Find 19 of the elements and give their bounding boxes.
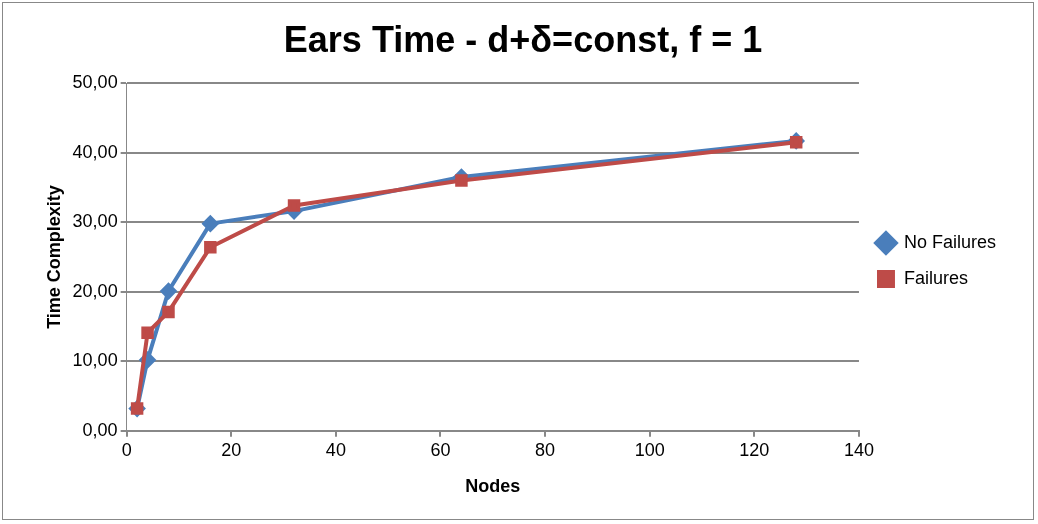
- x-tick-label: 0: [121, 439, 132, 460]
- x-tick-label: 20: [221, 439, 242, 460]
- x-axis-title: Nodes: [465, 476, 521, 497]
- chart-title: Ears Time - d+δ=const, f = 1: [283, 18, 763, 60]
- y-tick-label: 30,00: [72, 211, 118, 232]
- x-tick-label: 80: [535, 439, 556, 460]
- y-tick-label: 20,00: [72, 280, 118, 301]
- y-tick-label: 40,00: [72, 141, 118, 162]
- y-tick-label: 50,00: [72, 72, 118, 93]
- legend-label: Failures: [903, 267, 968, 288]
- x-tick-label: 60: [430, 439, 451, 460]
- x-tick-label: 100: [634, 439, 665, 460]
- x-tick-label: 40: [325, 439, 346, 460]
- x-tick-label: 120: [739, 439, 770, 460]
- x-tick-label: 140: [843, 439, 874, 460]
- y-tick-label: 10,00: [72, 350, 118, 371]
- y-axis-title: Time Complexity: [43, 185, 64, 329]
- legend-label: No Failures: [903, 231, 996, 252]
- y-tick-label: 0,00: [82, 419, 118, 440]
